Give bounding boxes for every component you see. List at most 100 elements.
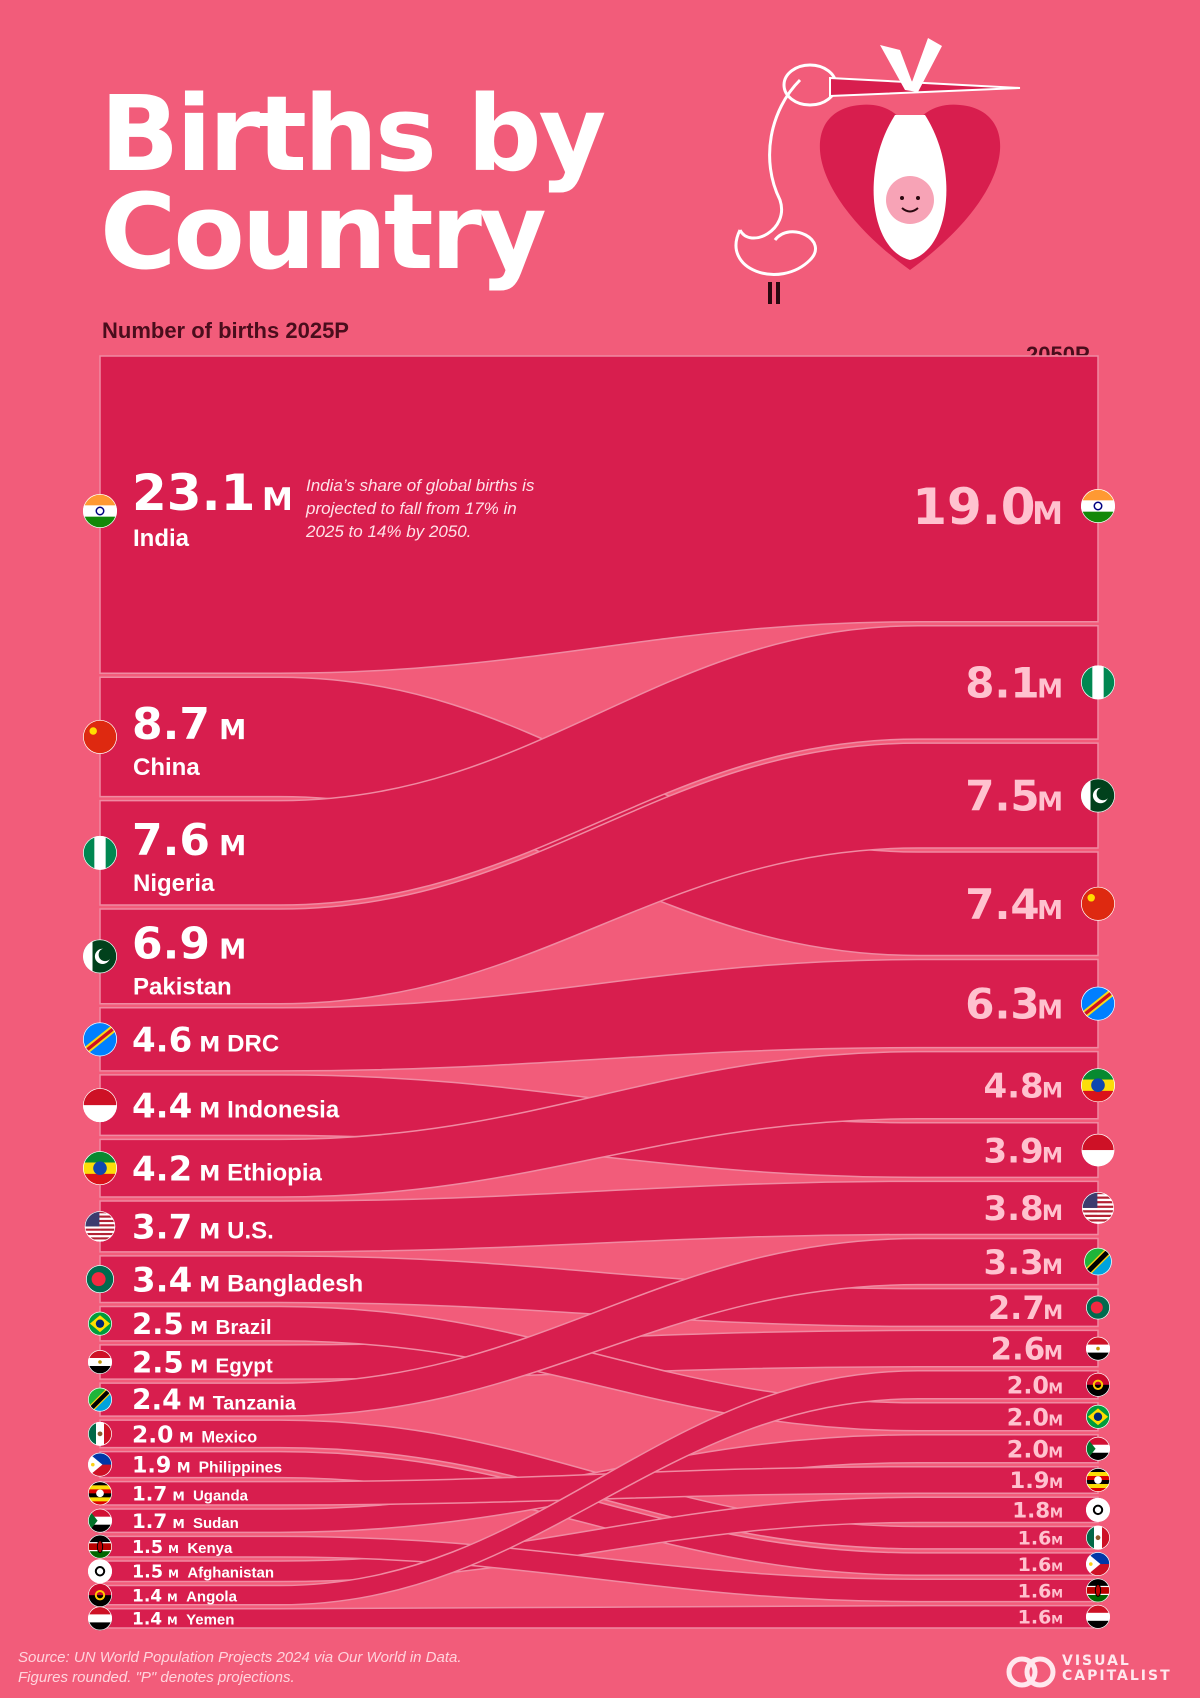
unit-2025-bangladesh: M (199, 1271, 220, 1296)
country-label-yemen: Yemen (186, 1612, 234, 1629)
flow-band-angola (99, 1370, 1099, 1606)
value-2025-philippines: 1.9 (132, 1453, 171, 1479)
flag-philippines-icon (88, 1452, 112, 1477)
value-2025-yemen: 1.4 (132, 1610, 162, 1630)
value-2025-drc: 4.6 (132, 1021, 192, 1061)
subtitle: Number of births 2025P (102, 318, 349, 344)
unit-2025-afghanistan: M (168, 1568, 179, 1581)
flag-mexico-icon (88, 1421, 112, 1446)
stork-beak (829, 76, 1021, 98)
title-line-1: Births by (100, 73, 606, 195)
value-2025-uganda: 1.7 (132, 1482, 167, 1505)
country-label-egypt: Egypt (216, 1355, 273, 1378)
value-2050-tanzania: 3.3 (983, 1243, 1043, 1283)
country-label-brazil: Brazil (216, 1316, 272, 1339)
unit-2025-indonesia: M (199, 1097, 220, 1122)
country-label-afghanistan: Afghanistan (187, 1565, 274, 1582)
unit-2050-tanzania: M (1042, 1254, 1063, 1279)
subtitle-year: 2025P (285, 318, 349, 343)
flag-tanzania-icon (88, 1387, 112, 1412)
flag-china-icon (1081, 886, 1115, 921)
flag-bangladesh-icon (85, 1265, 115, 1294)
unit-2050-kenya: M (1051, 1586, 1063, 1600)
flag-angola-icon (1086, 1372, 1110, 1397)
value-2025-indonesia: 4.4 (132, 1086, 192, 1126)
flag-kenya-icon (1086, 1578, 1110, 1603)
flag-ethiopia-icon (83, 1151, 117, 1186)
value-2050-u-s: 3.8 (983, 1189, 1043, 1229)
flow-band-drc (99, 958, 1099, 1072)
value-2050-kenya: 1.6 (1018, 1580, 1052, 1602)
flag-nigeria-icon (83, 835, 117, 870)
title-line-2: Country (100, 171, 547, 293)
unit-2025-u-s: M (199, 1219, 220, 1244)
unit-2050-yemen: M (1051, 1613, 1063, 1627)
value-2050-drc: 6.3 (965, 980, 1039, 1029)
unit-2025-yemen: M (167, 1616, 177, 1628)
flag-india-icon (1081, 489, 1115, 523)
country-label-sudan: Sudan (193, 1515, 239, 1532)
flag-china-icon (83, 719, 117, 754)
country-label-angola: Angola (186, 1588, 237, 1605)
value-2050-mexico: 1.6 (1018, 1528, 1052, 1550)
flag-philippines-icon (1086, 1552, 1110, 1577)
value-2025-india: 23.1 (132, 464, 255, 522)
unit-2050-afghanistan: M (1050, 1507, 1063, 1522)
flag-tanzania-icon (1084, 1247, 1112, 1276)
flag-bangladesh-icon (1086, 1295, 1110, 1320)
unit-2025-tanzania: M (188, 1395, 205, 1415)
unit-2050-india: M (1032, 496, 1063, 532)
unit-2050-angola: M (1048, 1380, 1063, 1397)
value-2050-philippines: 1.6 (1018, 1554, 1052, 1576)
flag-afghanistan-icon (1086, 1497, 1110, 1522)
value-2050-uganda: 1.9 (1010, 1468, 1050, 1494)
source-line-2: Figures rounded. "P" denotes projections… (18, 1668, 295, 1686)
value-2025-ethiopia: 4.2 (132, 1149, 192, 1189)
flag-pakistan-icon (83, 939, 117, 974)
value-2050-egypt: 2.6 (991, 1332, 1046, 1368)
flow-band-tanzania (99, 1237, 1099, 1417)
unit-2050-sudan: M (1048, 1444, 1063, 1461)
flag-uganda-icon (88, 1481, 112, 1506)
unit-2050-egypt: M (1044, 1342, 1063, 1365)
unit-2025-brazil: M (190, 1318, 208, 1339)
stork-neck (738, 78, 802, 240)
value-2050-china: 7.4 (965, 880, 1039, 929)
value-2025-brazil: 2.5 (132, 1307, 184, 1341)
value-2050-ethiopia: 4.8 (983, 1066, 1043, 1106)
flag-ethiopia-icon (1081, 1068, 1115, 1103)
unit-2050-philippines: M (1051, 1560, 1063, 1574)
unit-2025-mexico: M (179, 1430, 193, 1446)
country-label-u-s: U.S. (227, 1218, 274, 1245)
unit-2025-drc: M (199, 1032, 220, 1057)
flag-sudan-icon (88, 1508, 112, 1533)
bundle-knot (880, 38, 942, 92)
value-2050-yemen: 1.6 (1018, 1607, 1052, 1629)
value-2025-afghanistan: 1.5 (132, 1563, 163, 1583)
value-2025-kenya: 1.5 (132, 1538, 163, 1558)
brand-line-2: CAPITALIST (1062, 1668, 1172, 1685)
country-label-uganda: Uganda (193, 1487, 249, 1504)
flag-indonesia-icon (1081, 1133, 1115, 1167)
value-2025-u-s: 3.7 (132, 1208, 192, 1248)
unit-2025-nigeria: M (219, 831, 246, 862)
value-2050-pakistan: 7.5 (965, 772, 1039, 821)
country-label-drc: DRC (227, 1031, 279, 1058)
country-label-india: India (133, 525, 190, 552)
unit-2025-sudan: M (173, 1517, 185, 1531)
flow-band-ethiopia (99, 1050, 1099, 1198)
flag-uganda-icon (1086, 1468, 1110, 1493)
unit-2050-bangladesh: M (1043, 1301, 1063, 1324)
unit-2050-nigeria: M (1037, 675, 1063, 705)
unit-2025-ethiopia: M (199, 1160, 220, 1185)
flag-sudan-icon (1086, 1436, 1110, 1461)
flow-band-u-s (99, 1180, 1099, 1253)
flag-usa-icon (1082, 1191, 1114, 1224)
unit-2050-indonesia: M (1042, 1142, 1063, 1167)
flag-afghanistan-icon (88, 1559, 112, 1584)
flow-band-pakistan (99, 742, 1099, 1005)
unit-2025-pakistan: M (219, 934, 246, 965)
flag-pakistan-icon (1081, 778, 1115, 813)
stork-leg (768, 282, 772, 304)
